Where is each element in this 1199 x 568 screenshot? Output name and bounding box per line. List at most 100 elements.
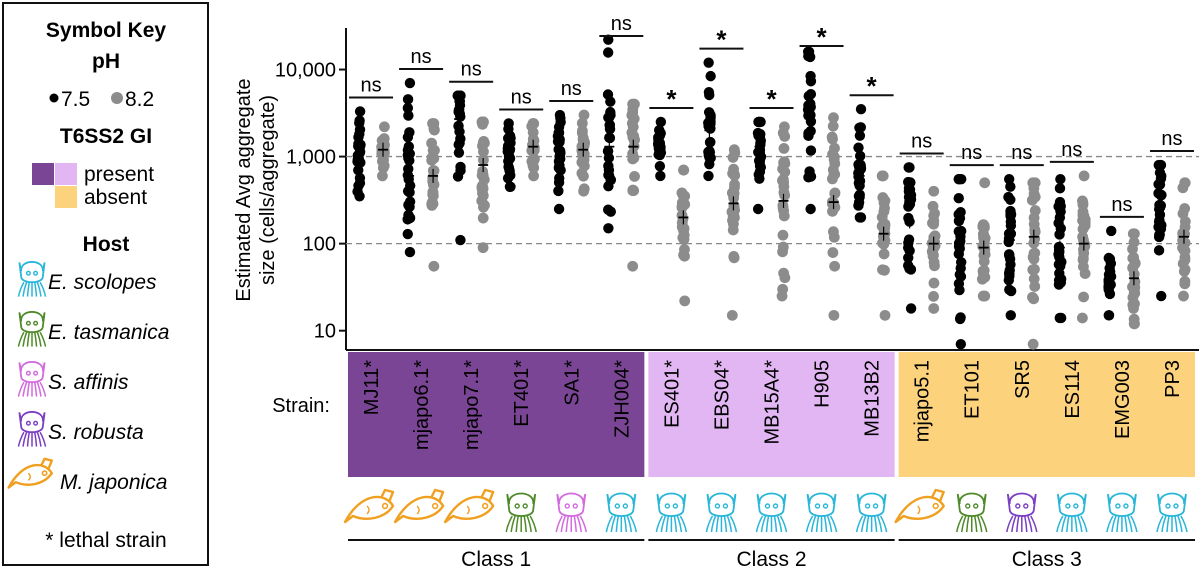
ph75-point bbox=[803, 100, 814, 111]
squid-icon bbox=[1056, 492, 1088, 533]
ph82-point bbox=[1028, 253, 1040, 265]
ph-heading: pH bbox=[92, 50, 120, 73]
ph75-point bbox=[354, 106, 366, 117]
ph75-point bbox=[854, 150, 866, 162]
ph75-point bbox=[354, 115, 365, 126]
ph82-point bbox=[828, 226, 839, 238]
present-swatch-class2 bbox=[55, 163, 77, 185]
ph82-point bbox=[928, 185, 940, 197]
ph82-point bbox=[1079, 268, 1091, 279]
ph82-point bbox=[778, 267, 790, 279]
ph82-point bbox=[628, 152, 639, 164]
ph82-point bbox=[777, 283, 789, 295]
ph75-point bbox=[805, 89, 817, 100]
y-tick-label: 1,000 bbox=[286, 147, 336, 169]
ph75-point bbox=[1153, 245, 1165, 256]
ph82-point bbox=[979, 177, 991, 189]
host-name: S. robusta bbox=[48, 421, 144, 444]
ph82-point bbox=[428, 260, 440, 272]
ph75-point bbox=[604, 132, 616, 144]
ph82-point bbox=[879, 220, 891, 231]
ph82-point bbox=[427, 189, 439, 201]
ph75-point bbox=[1104, 253, 1116, 265]
ph82-point bbox=[1128, 236, 1140, 248]
ph75-point bbox=[853, 190, 865, 202]
strain-name: SR5 bbox=[1012, 360, 1034, 399]
significance-label: * bbox=[716, 25, 727, 55]
ph82-point bbox=[478, 137, 490, 149]
ph82-point bbox=[1178, 290, 1189, 302]
ph75-point bbox=[504, 181, 516, 192]
ph75-point bbox=[1056, 256, 1067, 268]
squid-icon bbox=[955, 492, 988, 533]
ph82-point bbox=[578, 135, 589, 147]
ph75-point bbox=[602, 204, 614, 215]
host-heading: Host bbox=[83, 233, 130, 256]
ph82-point bbox=[527, 159, 539, 171]
t6ss-heading: T6SS2 GI bbox=[60, 125, 152, 148]
ph75-point bbox=[653, 149, 664, 160]
ph82-point bbox=[1028, 273, 1040, 285]
ph75-point bbox=[455, 234, 466, 246]
ph75-point bbox=[603, 112, 614, 123]
ph75-point bbox=[653, 132, 664, 143]
ph82-point bbox=[679, 295, 691, 307]
ph75-point bbox=[455, 161, 466, 173]
ph82-point bbox=[1177, 242, 1188, 254]
ph82-point bbox=[1179, 177, 1191, 189]
squid-icon bbox=[17, 411, 47, 447]
strain-group: ns bbox=[499, 86, 544, 192]
ph75-point bbox=[1005, 210, 1016, 222]
ph82-point bbox=[928, 291, 939, 302]
ph75-point bbox=[1005, 220, 1017, 231]
ph82-point bbox=[1027, 177, 1039, 189]
ph75-point bbox=[955, 338, 967, 350]
ph82-point bbox=[928, 218, 940, 230]
ph82-point bbox=[728, 252, 740, 264]
ph75-point bbox=[602, 47, 614, 58]
ph75-point bbox=[605, 174, 617, 186]
ph75-point bbox=[805, 203, 816, 215]
ph82-point bbox=[827, 205, 838, 217]
significance-label: ns bbox=[1061, 139, 1082, 161]
ph75-point bbox=[604, 120, 615, 131]
ph75-point bbox=[705, 136, 716, 148]
significance-label: ns bbox=[1111, 194, 1132, 216]
ph75-point bbox=[403, 199, 414, 211]
ph82-point bbox=[727, 215, 738, 226]
ph82-point bbox=[928, 303, 940, 314]
ph82-point bbox=[378, 121, 390, 133]
plot-area: 10 100 1,000 10,000 ns ns ns ns ns ns * * * * * ns ns ns n… bbox=[275, 13, 1199, 351]
ph75-point bbox=[953, 193, 964, 204]
ph75-point bbox=[854, 130, 866, 141]
ph82-point bbox=[879, 235, 891, 246]
ph82-point bbox=[777, 246, 788, 258]
strain-group: * bbox=[699, 25, 744, 321]
ph75-point bbox=[1155, 190, 1167, 201]
ph75-point bbox=[903, 252, 914, 263]
ph75-point bbox=[1055, 223, 1066, 234]
ph75-point bbox=[703, 170, 714, 182]
ph82-point bbox=[978, 256, 990, 267]
ph75-point bbox=[1103, 284, 1114, 296]
squid-icon bbox=[605, 492, 638, 533]
ph75-point bbox=[855, 104, 867, 115]
ph75-point bbox=[404, 155, 415, 166]
ph82-point bbox=[676, 200, 688, 212]
ph82-point bbox=[1078, 221, 1090, 233]
significance-label: * bbox=[867, 71, 878, 101]
fish-icon bbox=[443, 488, 495, 524]
ph75-point bbox=[555, 117, 566, 128]
ph75-point bbox=[352, 156, 363, 167]
strain-group: ns bbox=[549, 78, 594, 215]
strain-group: ns bbox=[399, 46, 444, 272]
ph75-point bbox=[853, 142, 864, 153]
ph82-point bbox=[1028, 218, 1040, 230]
ph75-point bbox=[705, 70, 716, 82]
ph75-point bbox=[854, 122, 865, 133]
squid-icon bbox=[17, 361, 47, 397]
ph75-point bbox=[1053, 244, 1065, 256]
ph82-point bbox=[829, 260, 841, 272]
ph75-point bbox=[452, 171, 464, 182]
ph82-point bbox=[879, 264, 890, 276]
